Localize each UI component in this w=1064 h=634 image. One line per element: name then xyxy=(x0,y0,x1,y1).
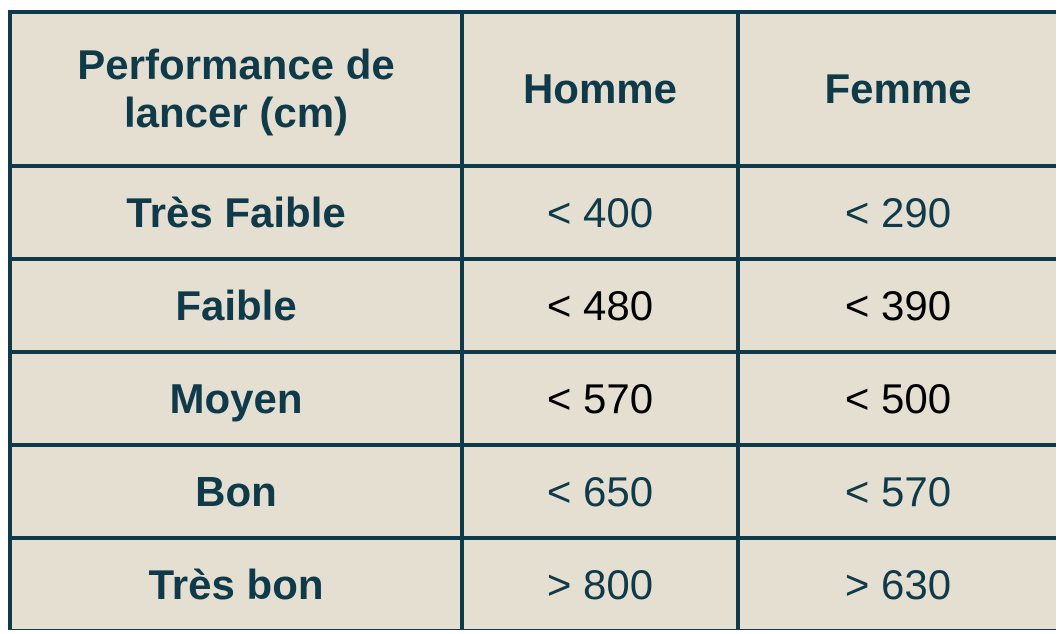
femme-value: < 390 xyxy=(740,261,1056,350)
row-label: Très bon xyxy=(12,540,460,629)
femme-value: < 500 xyxy=(740,354,1056,443)
header-performance: Performance de lancer (cm) xyxy=(12,14,460,164)
homme-value: < 400 xyxy=(464,168,736,257)
row-label: Moyen xyxy=(12,354,460,443)
table-row: Bon < 650 < 570 xyxy=(12,447,1056,536)
homme-value: < 480 xyxy=(464,261,736,350)
header-femme: Femme xyxy=(740,14,1056,164)
header-performance-line2: lancer (cm) xyxy=(123,89,349,136)
performance-grid: Performance de lancer (cm) Homme Femme T… xyxy=(8,10,1060,633)
performance-table: Performance de lancer (cm) Homme Femme T… xyxy=(8,10,1056,630)
header-performance-line1: Performance de xyxy=(77,41,395,88)
row-label: Faible xyxy=(12,261,460,350)
table-row: Faible < 480 < 390 xyxy=(12,261,1056,350)
femme-value: < 290 xyxy=(740,168,1056,257)
header-row: Performance de lancer (cm) Homme Femme xyxy=(12,14,1056,164)
table-row: Très bon > 800 > 630 xyxy=(12,540,1056,629)
homme-value: < 570 xyxy=(464,354,736,443)
femme-value: > 630 xyxy=(740,540,1056,629)
row-label: Très Faible xyxy=(12,168,460,257)
row-label: Bon xyxy=(12,447,460,536)
femme-value: < 570 xyxy=(740,447,1056,536)
header-homme: Homme xyxy=(464,14,736,164)
homme-value: < 650 xyxy=(464,447,736,536)
table-row: Moyen < 570 < 500 xyxy=(12,354,1056,443)
table-row: Très Faible < 400 < 290 xyxy=(12,168,1056,257)
homme-value: > 800 xyxy=(464,540,736,629)
